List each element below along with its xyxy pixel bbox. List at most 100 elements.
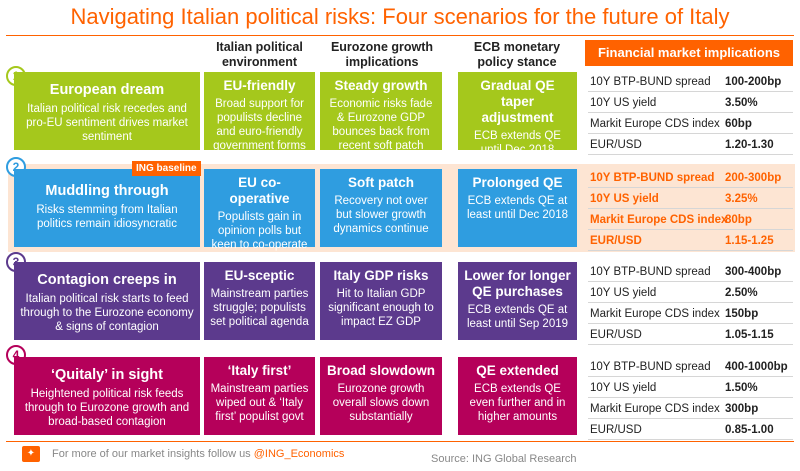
scenario-name: Contagion creeps in (37, 272, 177, 288)
fin-row: Markit Europe CDS index 300bp (588, 399, 793, 419)
environment-body: Mainstream parties struggle; populists s… (210, 288, 309, 328)
title-divider (6, 35, 794, 36)
fin-value: 300bp (725, 403, 759, 415)
ecb-heading: Prolonged QE (472, 175, 563, 190)
fin-row: Markit Europe CDS index 80bp (588, 210, 793, 230)
growth-body: Eurozone growth overall slows down subst… (332, 383, 430, 423)
twitter-icon[interactable]: ✦ (22, 446, 40, 462)
ecb-box: Prolonged QE ECB extends QE at least unt… (458, 169, 577, 247)
fin-row: 10Y BTP-BUND spread 300-400bp (588, 262, 793, 282)
growth-box: Soft patch Recovery not over but slower … (320, 169, 442, 247)
page-title: Navigating Italian political risks: Four… (70, 4, 730, 29)
twitter-handle-link[interactable]: @ING_Economics (253, 448, 345, 460)
growth-body: Economic risks fade & Eurozone GDP bounc… (329, 98, 433, 152)
fin-label: Markit Europe CDS index (590, 214, 728, 226)
fin-value: 100-200bp (725, 76, 782, 88)
fin-label: 10Y BTP-BUND spread (590, 361, 711, 373)
fin-value: 3.50% (725, 97, 758, 109)
scenario-name-box: European dream Italian political risk re… (14, 72, 200, 150)
environment-heading: EU co-operative (229, 175, 290, 206)
environment-body: Populists gain in opinion polls but keen… (211, 211, 308, 251)
source-note: Source: ING Global Research (431, 453, 577, 465)
fin-value: 200-300bp (725, 172, 782, 184)
growth-box: Italy GDP risks Hit to Italian GDP signi… (320, 262, 442, 340)
fin-value: 150bp (725, 308, 759, 320)
footer-text: For more of our market insights follow u… (52, 448, 254, 460)
footer-follow-text: For more of our market insights follow u… (52, 448, 344, 460)
fin-value: 60bp (725, 118, 752, 130)
column-head-growth: Eurozone growth implications (330, 40, 434, 69)
ecb-heading: Gradual QE taper adjustment (480, 78, 555, 125)
growth-body: Recovery not over but slower growth dyna… (333, 195, 429, 235)
growth-heading: Steady growth (334, 78, 428, 93)
fin-row: EUR/USD 1.05-1.15 (588, 325, 793, 345)
fin-value: 2.50% (725, 287, 758, 299)
fin-value: 0.85-1.00 (725, 424, 774, 436)
scenario-name-box: Contagion creeps in Italian political ri… (14, 262, 200, 340)
scenario-description: Risks stemming from Italian politics rem… (36, 204, 178, 230)
environment-heading: ‘Italy first’ (227, 363, 292, 378)
fin-row: EUR/USD 0.85-1.00 (588, 420, 793, 440)
scenario-description: Heightened political risk feeds through … (24, 388, 190, 428)
ecb-heading: QE extended (476, 363, 559, 378)
ecb-heading: Lower for longer QE purchases (464, 268, 571, 299)
fin-label: EUR/USD (590, 139, 642, 151)
fin-label: 10Y US yield (590, 382, 657, 394)
growth-box: Broad slowdown Eurozone growth overall s… (320, 357, 442, 435)
growth-heading: Broad slowdown (327, 363, 435, 378)
fin-value: 400-1000bp (725, 361, 788, 373)
fin-row: 10Y BTP-BUND spread 200-300bp (588, 168, 793, 188)
environment-body: Mainstream parties wiped out & ‘Italy fi… (210, 383, 309, 423)
scenario-name: Muddling through (45, 183, 169, 199)
ecb-box: Gradual QE taper adjustment ECB extends … (458, 72, 577, 156)
ecb-body: ECB extends QE even further and in highe… (469, 383, 566, 423)
fin-row: 10Y US yield 3.25% (588, 189, 793, 209)
fin-row: 10Y US yield 3.50% (588, 93, 793, 113)
scenario-name: ‘Quitaly’ in sight (51, 367, 163, 383)
column-head-environment: Italian political environment (216, 40, 303, 69)
fin-row: 10Y BTP-BUND spread 400-1000bp (588, 357, 793, 377)
fin-label: 10Y US yield (590, 287, 657, 299)
fin-value: 80bp (725, 214, 752, 226)
environment-heading: EU-sceptic (224, 268, 295, 283)
fin-row: 10Y BTP-BUND spread 100-200bp (588, 72, 793, 92)
environment-box: EU-friendly Broad support for populists … (204, 72, 315, 152)
fin-label: Markit Europe CDS index (590, 308, 720, 320)
growth-body: Hit to Italian GDP significant enough to… (328, 288, 434, 328)
fin-row: EUR/USD 1.15-1.25 (588, 231, 793, 251)
fin-label: 10Y BTP-BUND spread (590, 76, 711, 88)
fin-row: 10Y US yield 2.50% (588, 283, 793, 303)
scenario-description: Italian political risk recedes and pro-E… (26, 103, 188, 143)
fin-row: EUR/USD 1.20-1.30 (588, 135, 793, 155)
ecb-box: Lower for longer QE purchases ECB extend… (458, 262, 577, 340)
fin-value: 1.50% (725, 382, 758, 394)
ecb-body: ECB extends QE at least until Dec 2018 (466, 195, 568, 221)
fin-value: 1.20-1.30 (725, 139, 774, 151)
environment-box: EU-sceptic Mainstream parties struggle; … (204, 262, 315, 340)
growth-heading: Soft patch (348, 175, 414, 190)
environment-box: EU co-operative Populists gain in opinio… (204, 169, 315, 251)
fin-label: EUR/USD (590, 235, 642, 247)
growth-box: Steady growth Economic risks fade & Euro… (320, 72, 442, 152)
scenario-name-box: Muddling through Risks stemming from Ita… (14, 169, 200, 247)
scenario-name-box: ‘Quitaly’ in sight Heightened political … (14, 357, 200, 435)
fin-label: Markit Europe CDS index (590, 118, 720, 130)
fin-label: 10Y BTP-BUND spread (590, 266, 711, 278)
fin-label: EUR/USD (590, 424, 642, 436)
environment-box: ‘Italy first’ Mainstream parties wiped o… (204, 357, 315, 435)
column-head-ecb: ECB monetary policy stance (473, 40, 561, 69)
fin-value: 1.15-1.25 (725, 235, 774, 247)
fin-label: 10Y US yield (590, 193, 659, 205)
footer-divider (6, 441, 794, 442)
ecb-body: ECB extends QE until Dec 2018 (474, 130, 561, 156)
fin-row: Markit Europe CDS index 60bp (588, 114, 793, 134)
fin-label: 10Y US yield (590, 97, 657, 109)
environment-body: Broad support for populists decline and … (213, 98, 306, 152)
fin-label: 10Y BTP-BUND spread (590, 172, 715, 184)
scenario-name: European dream (49, 82, 165, 98)
fin-label: Markit Europe CDS index (590, 403, 720, 415)
column-head-financial: Financial market implications (585, 40, 793, 66)
ecb-body: ECB extends QE at least until Sep 2019 (466, 304, 569, 330)
fin-row: Markit Europe CDS index 150bp (588, 304, 793, 324)
fin-value: 3.25% (725, 193, 758, 205)
